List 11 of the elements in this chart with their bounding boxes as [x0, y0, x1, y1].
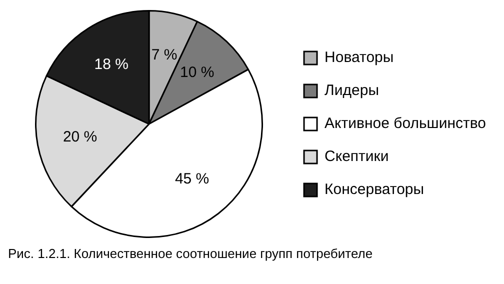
legend-label: Активное большинство [324, 115, 486, 132]
data-label: 20 % [62, 128, 98, 146]
legend-label: Скептики [324, 148, 389, 166]
data-label: 18 % [94, 56, 128, 73]
data-label: 10 % [180, 64, 214, 81]
data-label: 45 % [174, 170, 210, 188]
legend-label: Лидеры [324, 82, 379, 100]
legend-label: Консерваторы [324, 181, 424, 198]
text: Рис. 1.2.1. Количественное соотношение групп потребителе [8, 246, 374, 261]
legend-label: Новаторы [324, 49, 394, 66]
data-label: 7 % [151, 46, 178, 64]
